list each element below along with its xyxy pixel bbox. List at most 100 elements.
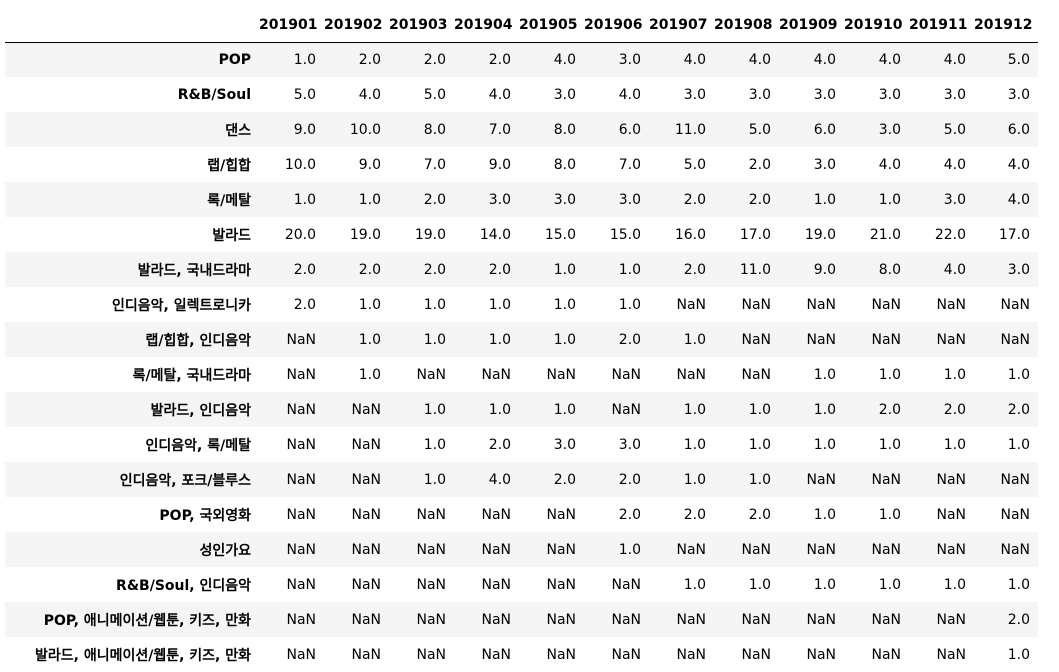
dataframe-table: 201901 201902 201903 201904 201905 201906 2019…: [5, 9, 1038, 672]
table-cell: 1.0: [943, 366, 966, 383]
column-header: 201903: [389, 9, 454, 43]
row-index-label: 랩/힙합, 인디음악: [145, 332, 251, 349]
table-cell: 3.0: [553, 86, 576, 103]
table-cell: 1.0: [878, 576, 901, 593]
table-cell: 14.0: [479, 226, 511, 243]
table-cell: 1.0: [878, 366, 901, 383]
row-index-label: 록/메탈, 국내드라마: [132, 367, 251, 384]
table-cell: NaN: [611, 646, 641, 663]
table-cell: NaN: [1000, 471, 1030, 488]
table-cell: NaN: [286, 436, 316, 453]
table-cell: 4.0: [748, 51, 771, 68]
table-cell: 1.0: [813, 366, 836, 383]
table-cell: 1.0: [553, 331, 576, 348]
table-cell: 1.0: [878, 436, 901, 453]
table-cell: 1.0: [553, 401, 576, 418]
table-cell: 2.0: [1007, 611, 1030, 628]
table-cell: 4.0: [618, 86, 641, 103]
table-cell: 19.0: [414, 226, 446, 243]
column-header: 201910: [844, 9, 909, 43]
table-cell: 3.0: [748, 86, 771, 103]
table-cell: NaN: [871, 471, 901, 488]
table-cell: NaN: [871, 296, 901, 313]
table-cell: NaN: [871, 331, 901, 348]
table-cell: 1.0: [1007, 576, 1030, 593]
table-cell: 11.0: [739, 261, 771, 278]
table-cell: 3.0: [553, 191, 576, 208]
table-cell: 3.0: [813, 156, 836, 173]
table-cell: 1.0: [748, 576, 771, 593]
table-cell: NaN: [611, 401, 641, 418]
table-cell: 1.0: [293, 191, 316, 208]
table-cell: 1.0: [423, 296, 446, 313]
table-cell: NaN: [741, 366, 771, 383]
table-cell: NaN: [546, 576, 576, 593]
table-cell: 2.0: [748, 506, 771, 523]
table-cell: 22.0: [934, 226, 966, 243]
table-cell: 17.0: [998, 226, 1030, 243]
table-cell: 7.0: [488, 121, 511, 138]
row-index-label: 발라드, 국내드라마: [137, 262, 251, 279]
table-cell: NaN: [286, 506, 316, 523]
table-cell: 1.0: [813, 576, 836, 593]
table-cell: NaN: [481, 576, 511, 593]
table-cell: 6.0: [813, 121, 836, 138]
table-cell: 5.0: [748, 121, 771, 138]
table-cell: 1.0: [488, 401, 511, 418]
table-cell: 3.0: [813, 86, 836, 103]
table-cell: 1.0: [618, 261, 641, 278]
table-cell: 5.0: [293, 86, 316, 103]
table-cell: 2.0: [878, 401, 901, 418]
table-cell: NaN: [546, 366, 576, 383]
table-cell: 9.0: [293, 121, 316, 138]
table-row: 록/메탈, 국내드라마 NaN 1.0 NaN NaN NaN NaN NaN NaN 1.0 1.…: [5, 357, 1038, 392]
row-index-label: 성인가요: [199, 542, 251, 559]
table-cell: 6.0: [618, 121, 641, 138]
table-row: R&B/Soul 5.0 4.0 5.0 4.0 3.0 4.0 3.0 3.0 3.0 3.0 3.…: [5, 77, 1038, 112]
table-cell: 2.0: [748, 156, 771, 173]
table-cell: NaN: [806, 646, 836, 663]
table-cell: NaN: [806, 611, 836, 628]
table-cell: NaN: [286, 331, 316, 348]
table-cell: NaN: [286, 541, 316, 558]
row-index-label: 발라드, 인디음악: [150, 402, 251, 419]
table-cell: 7.0: [618, 156, 641, 173]
column-header: 201908: [714, 9, 779, 43]
table-cell: NaN: [481, 541, 511, 558]
table-cell: 15.0: [544, 226, 576, 243]
table-cell: NaN: [351, 401, 381, 418]
row-index-label: POP, 애니메이션/웹툰, 키즈, 만화: [43, 612, 251, 629]
row-index-label: 인디음악, 일렉트로니카: [112, 297, 251, 314]
table-header: 201901 201902 201903 201904 201905 201906 2019…: [5, 9, 1038, 43]
table-cell: 19.0: [349, 226, 381, 243]
column-header: 201904: [454, 9, 519, 43]
table-cell: 4.0: [1007, 191, 1030, 208]
table-cell: NaN: [286, 611, 316, 628]
table-row: 발라드, 국내드라마 2.0 2.0 2.0 2.0 1.0 1.0 2.0 11.0 9.0 8.…: [5, 252, 1038, 287]
table-cell: NaN: [936, 541, 966, 558]
row-index-label: R&B/Soul: [177, 86, 251, 103]
column-header: 201911: [909, 9, 974, 43]
table-cell: NaN: [871, 541, 901, 558]
table-cell: NaN: [416, 611, 446, 628]
table-body: POP 1.0 2.0 2.0 2.0 4.0 3.0 4.0 4.0 4.0 4.0 4.0 5.0 R…: [5, 42, 1038, 672]
table-cell: 1.0: [683, 401, 706, 418]
table-cell: 1.0: [748, 471, 771, 488]
table-cell: 2.0: [1007, 401, 1030, 418]
table-cell: NaN: [351, 541, 381, 558]
table-cell: 1.0: [813, 401, 836, 418]
table-cell: 2.0: [358, 261, 381, 278]
column-header: 201905: [519, 9, 584, 43]
table-cell: NaN: [741, 331, 771, 348]
table-cell: 3.0: [488, 191, 511, 208]
table-cell: NaN: [936, 296, 966, 313]
table-row: 발라드, 인디음악 NaN NaN 1.0 1.0 1.0 NaN 1.0 1.0 1.0 2.0 2…: [5, 392, 1038, 427]
table-cell: NaN: [936, 331, 966, 348]
table-cell: 4.0: [878, 51, 901, 68]
table-cell: NaN: [416, 366, 446, 383]
table-cell: NaN: [1000, 506, 1030, 523]
table-row: 인디음악, 일렉트로니카 2.0 1.0 1.0 1.0 1.0 1.0 NaN NaN NaN N…: [5, 287, 1038, 322]
table-cell: NaN: [936, 646, 966, 663]
table-cell: 1.0: [813, 191, 836, 208]
index-header: [5, 9, 259, 43]
